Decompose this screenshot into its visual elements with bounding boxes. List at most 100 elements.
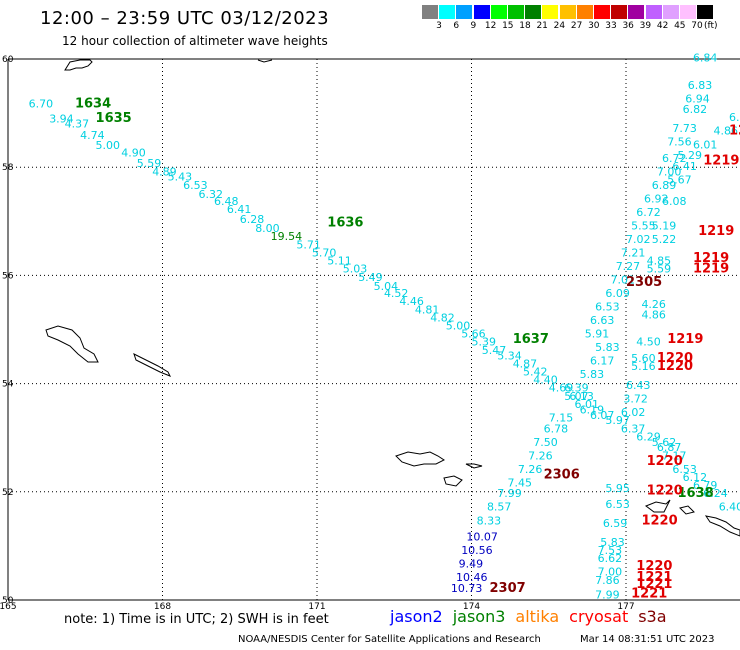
wave-height-label: 5.70 (312, 246, 337, 259)
pass-id-label: 1220 (641, 513, 677, 528)
pass-id-label: 2305 (626, 275, 662, 290)
legend-tick-label: 3 (436, 21, 442, 31)
wave-height-label: 10.73 (451, 582, 483, 595)
wave-height-label: 7.17 (662, 449, 687, 462)
wave-height-label: 6.48 (214, 195, 239, 208)
wave-height-label: 6.78 (544, 422, 569, 435)
wave-height-label: 5.11 (327, 255, 352, 268)
wave-height-label: 7.99 (595, 588, 620, 601)
legend-tick-label: 15 (502, 21, 514, 31)
wave-height-label: 8.57 (487, 501, 512, 514)
footer-credit: NOAA/NESDIS Center for Satellite Applica… (238, 634, 541, 645)
legend-swatch (662, 5, 679, 19)
wave-height-label: 4.89 (152, 165, 177, 178)
wave-height-label: 5.04 (374, 280, 399, 293)
legend-swatch (456, 5, 473, 19)
wave-height-label: 6.08 (662, 195, 687, 208)
wave-height-label: 6.01 (693, 138, 718, 151)
legend-swatch (490, 5, 507, 19)
wave-height-label: 5.39 (472, 336, 497, 349)
wave-height-label: 6.01 (575, 398, 600, 411)
wave-height-label: 6.07 (590, 409, 615, 422)
wave-height-label: 5.49 (358, 271, 383, 284)
wave-height-label: 4.90 (121, 146, 146, 159)
wave-height-label: 7.26 (528, 449, 553, 462)
page-subtitle: 12 hour collection of altimeter wave hei… (62, 34, 328, 48)
pass-id-label: 1219 (693, 262, 729, 277)
wave-height-label: 5.03 (343, 263, 368, 276)
wave-height-label: 7.02 (626, 233, 651, 246)
wave-height-label: 4.85 (647, 255, 672, 268)
wave-height-label: 5.71 (296, 238, 321, 251)
lon-label: 171 (308, 602, 325, 612)
pass-id-label: 1635 (96, 111, 132, 126)
legend-tick-label: 9 (470, 21, 477, 31)
lon-label: 168 (154, 602, 171, 612)
wave-height-label: 8.00 (255, 222, 280, 235)
island-medny (133, 353, 172, 377)
footer-timestamp: Mar 14 08:31:51 UTC 2023 (580, 634, 715, 645)
legend-tick-label: 6 (453, 21, 460, 31)
wave-height-label: 10.07 (466, 530, 498, 543)
legend-swatch (542, 5, 559, 19)
pass-id-label: 1636 (327, 216, 363, 231)
pass-id-label: 1221 (636, 577, 672, 592)
wave-height-label: 5.95 (605, 482, 630, 495)
pass-id-label: 1637 (513, 332, 549, 347)
island-attu (395, 451, 445, 467)
wave-height-label: 6.02 (621, 406, 646, 419)
wave-height-label: 6.82 (683, 103, 708, 116)
pass-id-label: 1219 (693, 251, 729, 266)
wave-height-label: 6.72 (662, 152, 687, 165)
wave-height-label: 6.43 (626, 379, 651, 392)
wave-height-label: 8.33 (477, 514, 502, 527)
wave-height-label: 5.00 (96, 139, 121, 152)
wave-height-label: 7.26 (518, 463, 543, 476)
wave-height-label: 5.67 (667, 173, 692, 186)
wave-height-label: 6.41 (227, 203, 252, 216)
legend-tick-label: 39 (639, 21, 652, 31)
wave-height-label: 5.47 (482, 344, 507, 357)
wave-height-label: 4.46 (399, 295, 424, 308)
wave-height-label: 6.53 (595, 301, 620, 314)
wave-height-label: 5.55 (631, 219, 656, 232)
legend-swatch (473, 5, 490, 19)
legend-swatch (645, 5, 662, 19)
pass-id-label: 2307 (490, 581, 526, 596)
wave-height-label: 7.01 (611, 274, 636, 287)
legend-tick-label: 70 (691, 21, 703, 31)
wave-height-label: 4.74 (80, 129, 105, 142)
pass-id-label: 1221 (631, 586, 667, 601)
lat-label: 56 (2, 271, 14, 281)
wave-height-label: 6.62 (598, 552, 623, 565)
legend-unit: (ft) (704, 21, 718, 31)
satellite-name: jason2 (390, 607, 443, 626)
pass-id-label: 1221 (636, 570, 672, 585)
wave-height-label: 6.24 (703, 487, 728, 500)
pass-id-label: 1220 (657, 351, 693, 366)
legend-swatch (559, 5, 576, 19)
satellite-name: altika (515, 607, 560, 626)
wave-height-label: 5.16 (631, 360, 656, 373)
footer-note: note: 1) Time is in UTC; 2) SWH is in fe… (64, 612, 329, 627)
wave-height-label: 7.86 (595, 574, 620, 587)
lon-label: 165 (0, 602, 17, 612)
wave-height-label: 7.56 (667, 136, 692, 149)
page-title: 12:00 – 23:59 UTC 03/12/2023 (40, 8, 330, 29)
wave-height-label: 10.56 (461, 544, 493, 557)
pass-id-label: 1220 (636, 559, 672, 574)
legend-tick-label: 24 (553, 21, 566, 31)
legend-swatch (680, 5, 696, 19)
wave-height-label: 7.99 (497, 487, 522, 500)
wave-height-label: 6.59 (603, 517, 628, 530)
wave-height-label: 6.84 (693, 52, 718, 65)
island-agattu (443, 475, 463, 487)
wave-height-label: 7.73 (672, 122, 697, 135)
wave-height-label: 6.89 (652, 179, 677, 192)
pass-id-label: 1219 (698, 224, 734, 239)
wave-height-label: 4.87 (513, 357, 538, 370)
satellite-legend: jason2 jason3 altika cryosat s3a (390, 607, 677, 626)
legend-swatch (576, 5, 593, 19)
lon-label: 177 (617, 602, 634, 612)
